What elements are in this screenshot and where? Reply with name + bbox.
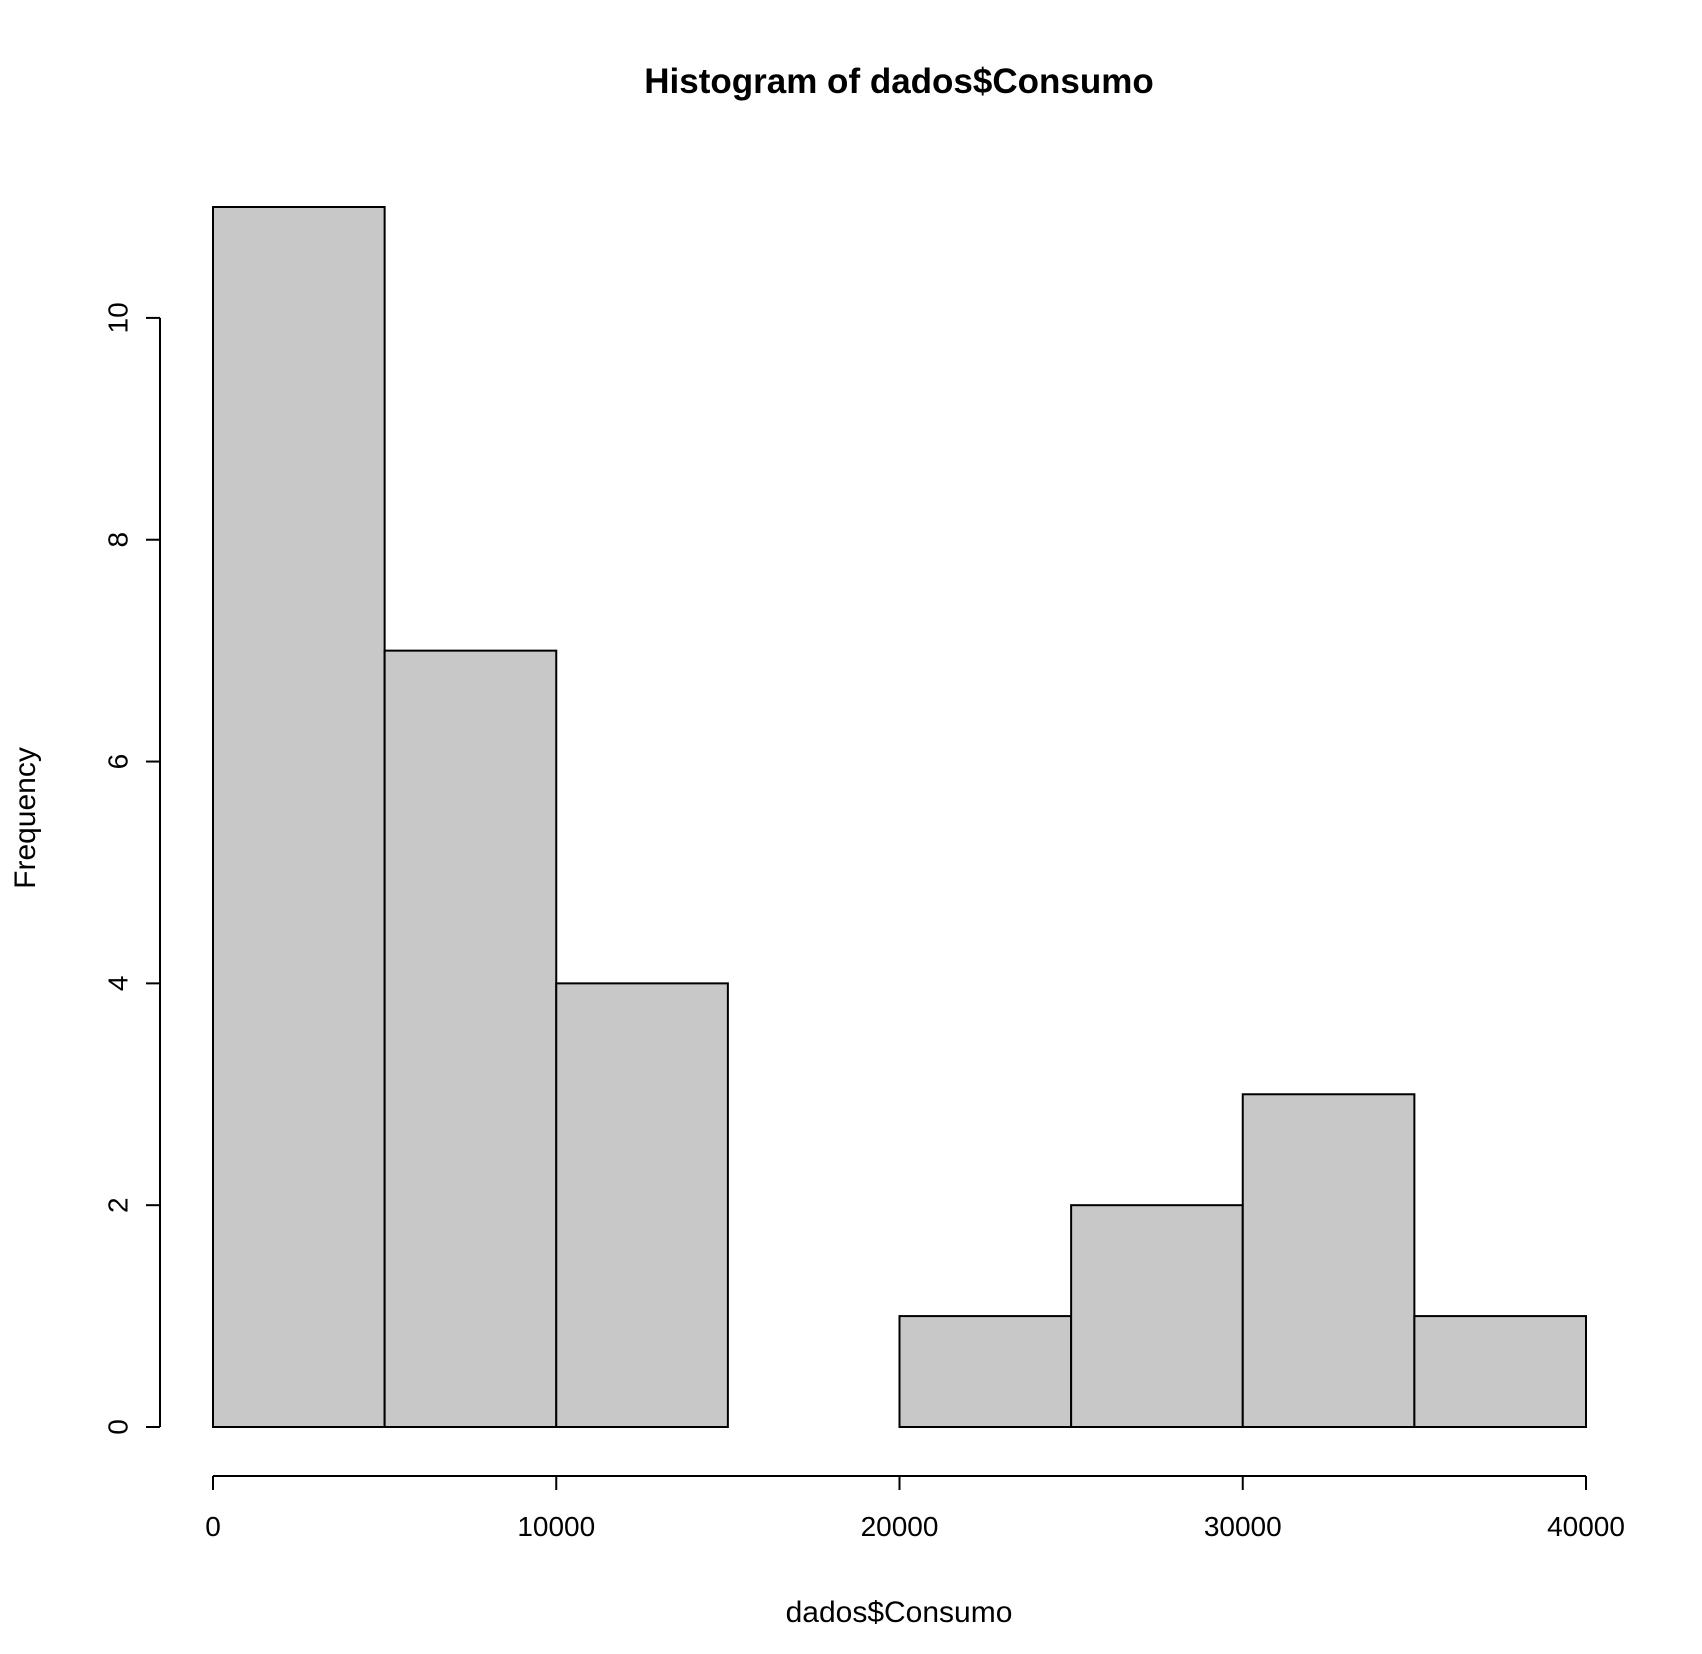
y-axis-label: Frequency — [9, 747, 42, 889]
y-tick-label-5: 10 — [103, 302, 134, 333]
y-tick-label-3: 6 — [103, 754, 134, 770]
y-axis: 0 2 4 6 8 10 — [103, 302, 161, 1435]
x-tick-label-0: 0 — [205, 1511, 221, 1542]
x-tick-label-2: 20000 — [861, 1511, 939, 1542]
y-tick-label-1: 2 — [103, 1197, 134, 1213]
x-tick-label-1: 10000 — [517, 1511, 595, 1542]
histogram-bar-5 — [1070, 1204, 1244, 1428]
x-axis-label: dados$Consumo — [786, 1596, 1013, 1629]
y-tick-label-0: 0 — [103, 1419, 134, 1435]
histogram-bar-0 — [212, 206, 386, 1428]
histogram-bar-4 — [898, 1315, 1073, 1429]
bars-group — [212, 206, 1587, 1429]
histogram-bar-1 — [383, 649, 558, 1428]
x-tick-label-3: 30000 — [1204, 1511, 1282, 1542]
histogram-bar-2 — [555, 982, 729, 1428]
y-tick-label-4: 8 — [103, 532, 134, 548]
chart-title: Histogram of dados$Consumo — [644, 62, 1153, 101]
x-axis: 0 10000 20000 30000 40000 — [205, 1475, 1625, 1542]
y-tick-label-2: 4 — [103, 976, 134, 992]
x-tick-label-4: 40000 — [1547, 1511, 1625, 1542]
histogram-bar-7 — [1413, 1315, 1587, 1429]
histogram-bar-6 — [1241, 1093, 1416, 1428]
